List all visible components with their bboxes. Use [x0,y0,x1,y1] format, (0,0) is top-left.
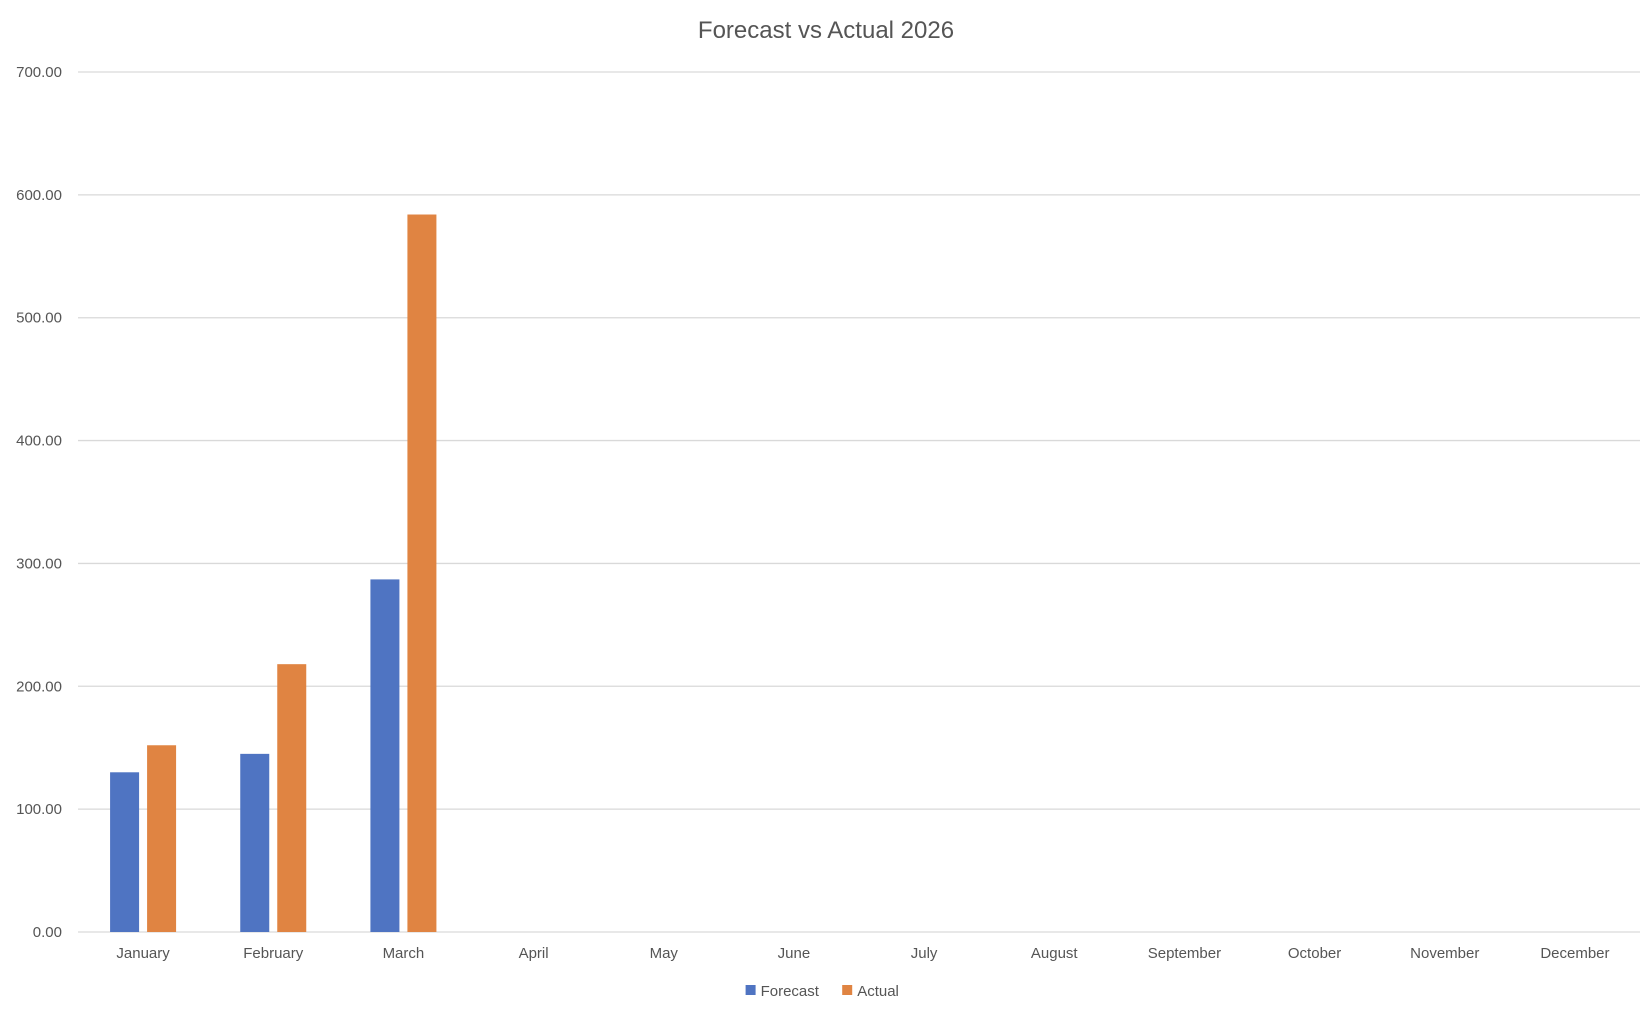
x-tick-label: June [778,945,811,962]
y-axis-tick-labels: 0.00 100.00 200.00 300.00 400.00 500.00 600.00… [16,64,62,941]
y-tick-label: 600.00 [16,187,62,204]
legend-label-actual: Actual [857,983,899,1000]
chart-title: Forecast vs Actual 2026 [698,17,954,44]
x-tick-label: November [1410,945,1479,962]
y-tick-label: 400.00 [16,433,62,450]
legend-swatch-forecast [745,985,756,995]
x-tick-label: September [1148,945,1221,962]
gridlines [78,71,1640,933]
x-tick-label: October [1288,945,1341,962]
legend: Forecast Actual [745,983,899,1000]
y-tick-label: 700.00 [16,64,62,81]
bar-forecast-february [240,753,270,932]
legend-label-forecast: Forecast [761,983,820,1000]
bar-actual-february [277,664,307,932]
bars [110,214,437,932]
bar-actual-march [407,214,437,932]
x-tick-label: April [519,945,549,962]
x-tick-label: February [243,945,304,962]
legend-swatch-actual [842,985,853,995]
x-tick-label: May [650,945,679,962]
x-tick-label: August [1031,945,1079,962]
y-tick-label: 500.00 [16,310,62,327]
x-tick-label: January [116,945,170,962]
bar-actual-january [147,745,177,932]
x-axis-tick-labels: January February March April May June July Augu… [116,945,1609,962]
x-tick-label: July [911,945,938,962]
x-tick-label: March [383,945,425,962]
bar-forecast-march [370,579,400,932]
y-tick-label: 100.00 [16,801,62,818]
bar-forecast-january [110,772,140,932]
y-tick-label: 0.00 [33,924,62,941]
y-tick-label: 300.00 [16,555,62,572]
y-tick-label: 200.00 [16,678,62,695]
x-tick-label: December [1540,945,1609,962]
